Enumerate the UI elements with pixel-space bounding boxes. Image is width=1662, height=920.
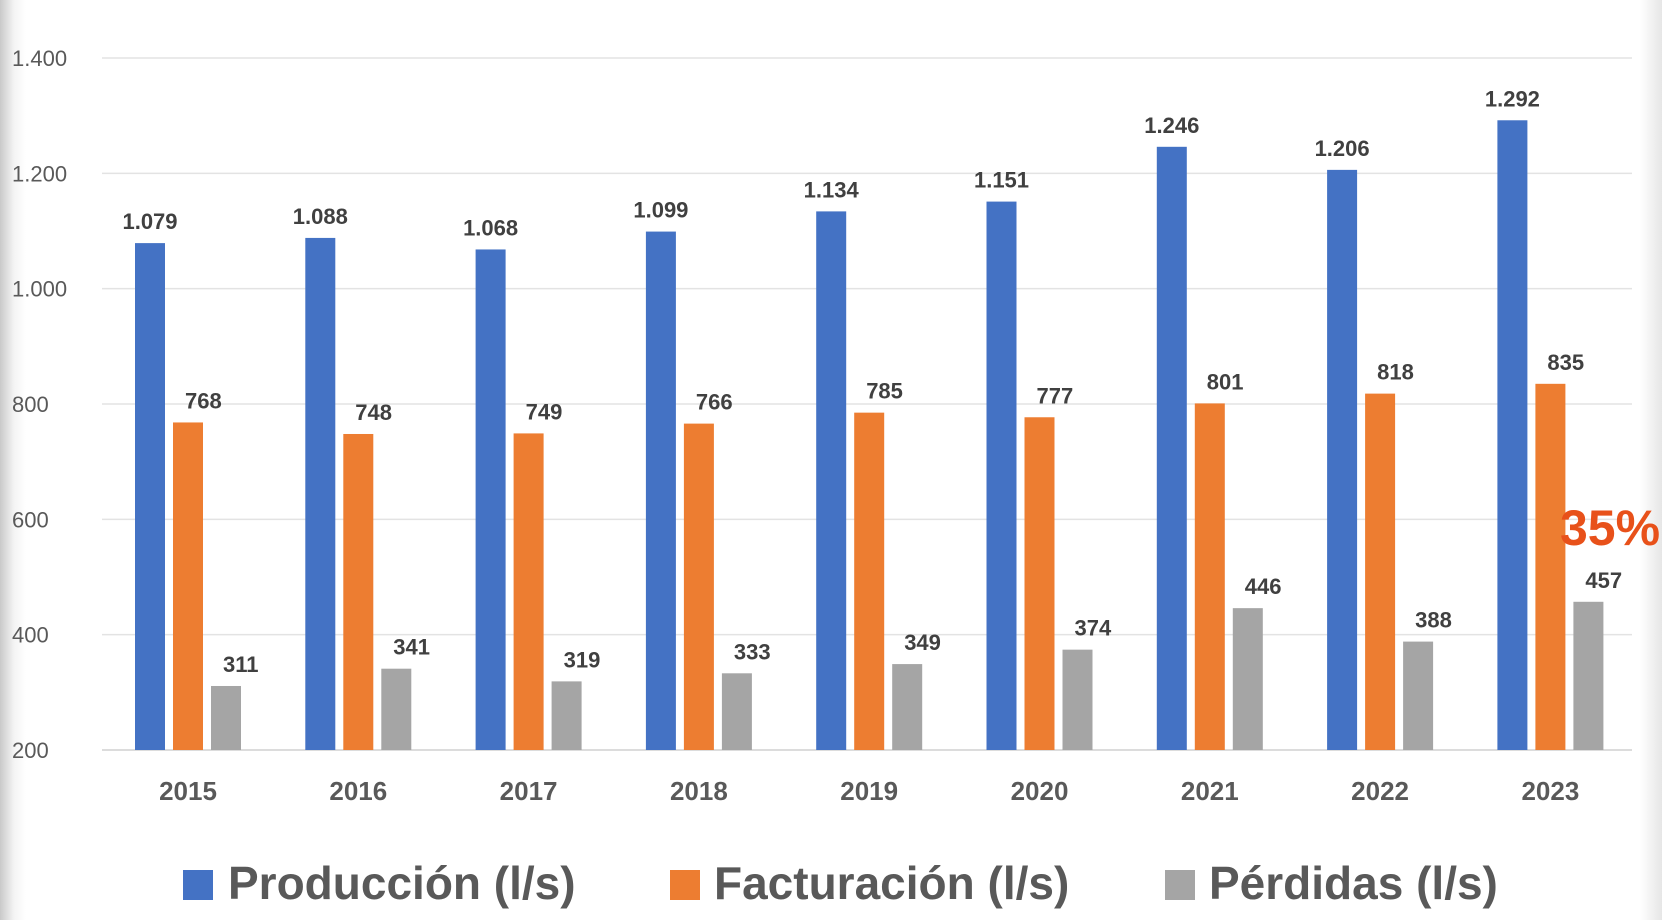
bar-facturacion (173, 422, 203, 750)
x-tick-label: 2019 (840, 776, 898, 806)
data-label: 1.099 (633, 198, 688, 223)
x-tick-label: 2016 (329, 776, 387, 806)
y-tick-label: 1.000 (12, 277, 67, 302)
bar-facturacion (513, 433, 544, 750)
data-label: 374 (1075, 616, 1112, 641)
bar-perdidas (551, 681, 582, 750)
data-label: 766 (696, 390, 733, 415)
data-label: 1.088 (293, 204, 348, 229)
y-tick-label: 400 (12, 623, 49, 648)
bar-perdidas (1573, 601, 1604, 750)
data-label: 1.246 (1144, 113, 1199, 138)
bar-produccion (1156, 146, 1187, 751)
data-label: 748 (355, 400, 392, 425)
data-label: 768 (185, 388, 222, 413)
data-label: 785 (866, 379, 903, 404)
data-label: 1.068 (463, 215, 518, 240)
bar-perdidas (381, 668, 412, 750)
bar-perdidas (1403, 641, 1434, 750)
annotation-percentage: 35% (1560, 500, 1660, 556)
bar-perdidas (211, 685, 241, 750)
data-label: 749 (526, 399, 563, 424)
data-label: 388 (1415, 608, 1452, 633)
data-label: 446 (1245, 574, 1282, 599)
y-tick-label: 800 (12, 392, 49, 417)
x-tick-label: 2021 (1181, 776, 1239, 806)
x-tick-label: 2022 (1351, 776, 1409, 806)
data-label: 341 (393, 635, 430, 660)
data-label: 319 (564, 647, 601, 672)
legend-label: Producción (l/s) (228, 857, 576, 909)
data-label: 801 (1207, 369, 1244, 394)
x-tick-label: 2017 (500, 776, 558, 806)
data-label: 835 (1547, 350, 1584, 375)
data-label: 311 (223, 652, 259, 677)
legend-swatch (670, 870, 700, 900)
data-label: 457 (1585, 568, 1622, 593)
bar-perdidas (1232, 608, 1263, 750)
bar-produccion (1497, 120, 1528, 750)
bar-produccion (305, 237, 336, 751)
bar-perdidas (892, 664, 923, 750)
data-label: 1.292 (1485, 86, 1540, 111)
bar-facturacion (1535, 383, 1566, 750)
legend-swatch (183, 870, 213, 900)
data-label: 1.151 (974, 168, 1029, 193)
bars (135, 120, 1604, 751)
legend: Producción (l/s) Facturación (l/s) Pérdida… (183, 857, 1498, 909)
y-tick-label: 200 (12, 738, 49, 763)
bar-produccion (1327, 169, 1358, 750)
x-axis-tick-labels: 2015 2016 2017 2018 2019 2020 2021 2022 2023 (159, 776, 1579, 806)
y-tick-label: 1.200 (12, 161, 67, 186)
y-tick-label: 600 (12, 507, 49, 532)
y-tick-label: 1.400 (12, 46, 67, 71)
legend-label: Facturación (l/s) (714, 857, 1069, 909)
bar-facturacion (1365, 393, 1396, 750)
annotations: 35% (1560, 500, 1660, 556)
bar-facturacion (1194, 403, 1225, 750)
bar-perdidas (721, 673, 752, 750)
data-label: 1.079 (122, 209, 177, 234)
x-tick-label: 2015 (159, 776, 217, 806)
data-label: 349 (904, 630, 941, 655)
x-tick-label: 2023 (1521, 776, 1579, 806)
data-label: 1.134 (804, 177, 860, 202)
data-label: 777 (1037, 383, 1074, 408)
bar-facturacion (343, 433, 374, 750)
bar-produccion (986, 201, 1017, 751)
data-label: 1.206 (1315, 136, 1370, 161)
bar-facturacion (854, 412, 885, 750)
data-label: 818 (1377, 360, 1414, 385)
bar-produccion (645, 231, 676, 750)
y-axis-tick-labels: 200 400 600 800 1.000 1.200 1.400 (12, 46, 67, 763)
bar-produccion (816, 211, 847, 751)
bar-facturacion (683, 423, 714, 750)
bar-produccion (475, 249, 506, 750)
x-tick-label: 2018 (670, 776, 728, 806)
x-tick-label: 2020 (1011, 776, 1069, 806)
data-labels: 1.079 768 311 1.088 748 341 1.068 749 319 1.099 76… (122, 86, 1622, 677)
bar-perdidas (1062, 649, 1093, 750)
legend-label: Pérdidas (l/s) (1209, 857, 1498, 909)
bar-facturacion (1024, 417, 1055, 750)
legend-swatch (1165, 870, 1195, 900)
bar-produccion (135, 243, 165, 751)
data-label: 333 (734, 639, 771, 664)
